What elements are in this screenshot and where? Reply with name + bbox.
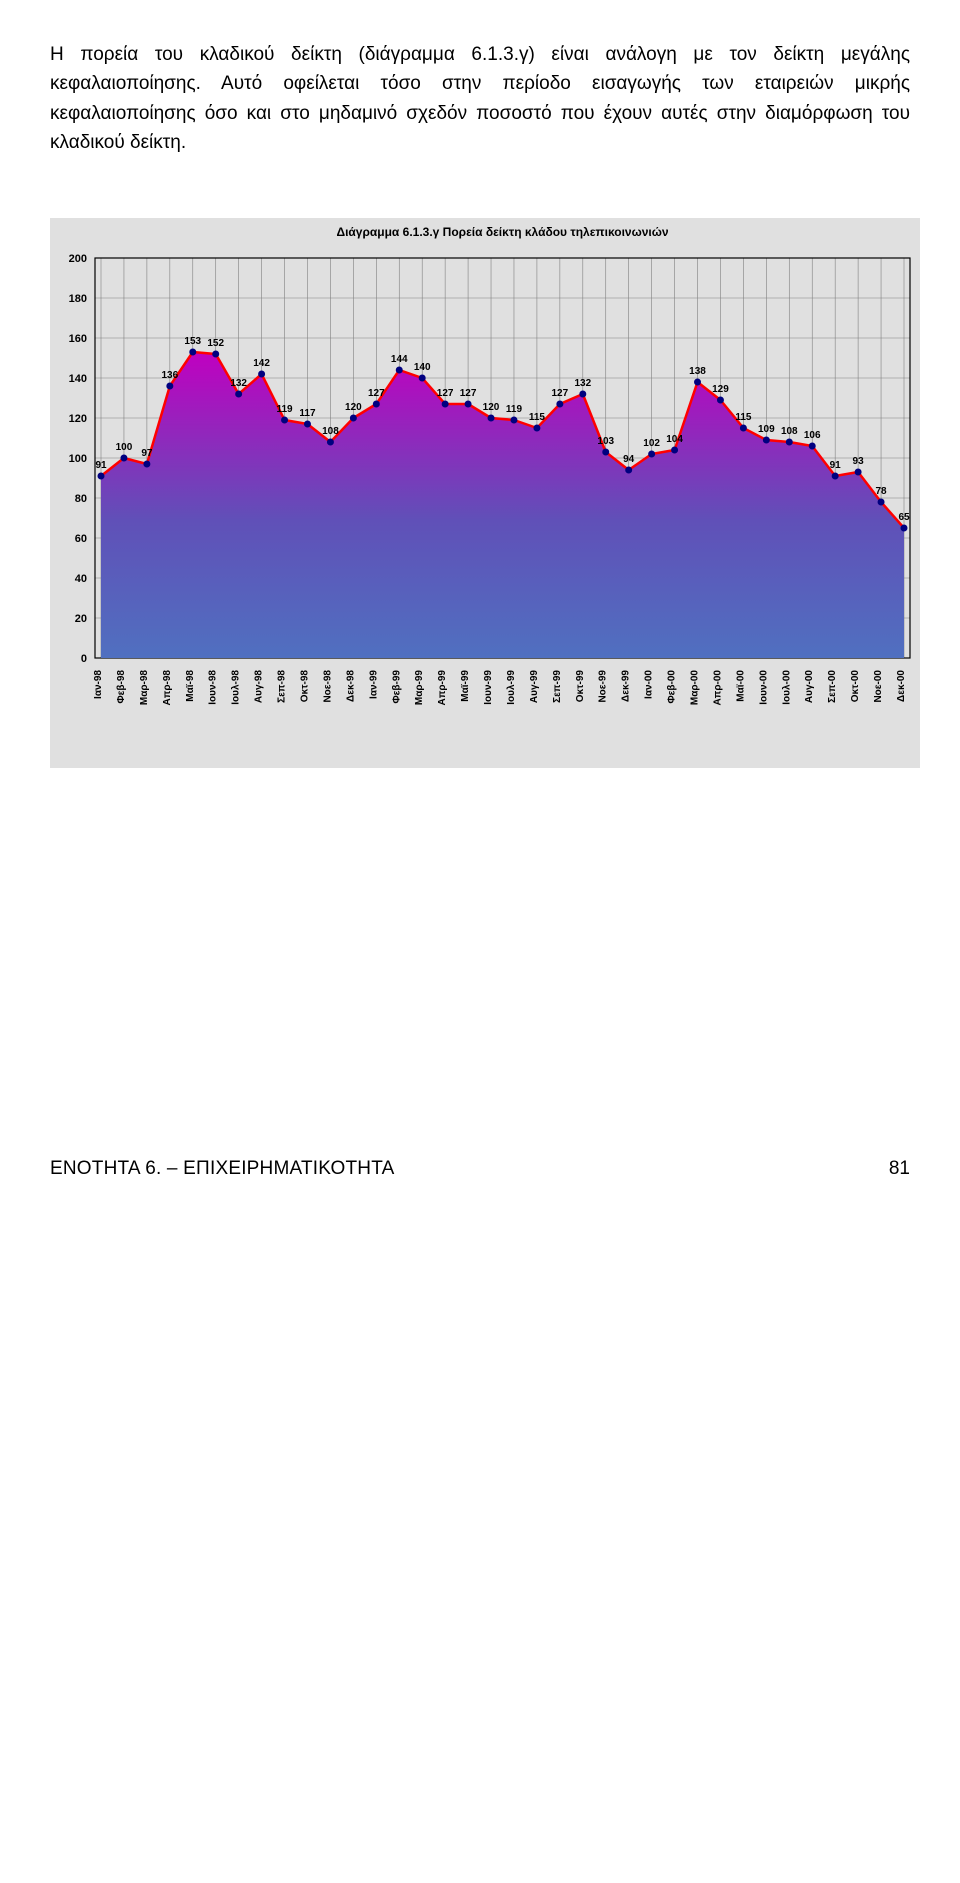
page-footer: ΕΝΟΤΗΤΑ 6. – ΕΠΙΧΕΙΡΗΜΑΤΙΚΟΤΗΤΑ 81	[50, 1148, 910, 1180]
svg-text:Νοε-00: Νοε-00	[873, 669, 884, 702]
svg-text:Μαϊ-98: Μαϊ-98	[185, 669, 196, 701]
svg-text:136: 136	[161, 370, 178, 381]
svg-text:103: 103	[597, 436, 614, 447]
svg-text:97: 97	[141, 448, 153, 459]
svg-text:Φεβ-98: Φεβ-98	[116, 669, 127, 703]
svg-text:104: 104	[666, 434, 683, 445]
svg-text:127: 127	[437, 388, 454, 399]
svg-text:78: 78	[875, 486, 887, 497]
svg-text:Ιουν-98: Ιουν-98	[208, 669, 219, 704]
intro-paragraph: Η πορεία του κλαδικού δείκτη (διάγραμμα …	[50, 40, 910, 158]
footer-section-title: ΕΝΟΤΗΤΑ 6. – ΕΠΙΧΕΙΡΗΜΑΤΙΚΟΤΗΤΑ	[50, 1158, 395, 1180]
svg-text:115: 115	[735, 412, 752, 423]
svg-text:200: 200	[69, 253, 87, 265]
svg-text:Δεκ-99: Δεκ-99	[621, 669, 632, 701]
svg-text:80: 80	[75, 493, 87, 505]
svg-text:Δεκ-98: Δεκ-98	[345, 669, 356, 701]
svg-text:115: 115	[529, 412, 546, 423]
svg-text:Αυγ-98: Αυγ-98	[254, 669, 265, 702]
svg-text:Οκτ-00: Οκτ-00	[850, 669, 861, 702]
svg-text:91: 91	[830, 460, 842, 471]
svg-text:Νοε-99: Νοε-99	[598, 669, 609, 702]
svg-text:152: 152	[207, 338, 224, 349]
svg-text:129: 129	[712, 384, 729, 395]
svg-text:120: 120	[69, 413, 87, 425]
svg-text:117: 117	[299, 408, 316, 419]
svg-text:Μαϊ-00: Μαϊ-00	[735, 669, 746, 701]
svg-text:119: 119	[276, 404, 293, 415]
svg-text:Διάγραμμα 6.1.3.γ Πορεία δείκτ: Διάγραμμα 6.1.3.γ Πορεία δείκτη κλάδου τ…	[336, 225, 668, 239]
svg-text:Δεκ-00: Δεκ-00	[896, 669, 907, 701]
telecom-index-chart: Διάγραμμα 6.1.3.γ Πορεία δείκτη κλάδου τ…	[50, 218, 910, 768]
svg-text:Νοε-98: Νοε-98	[322, 669, 333, 702]
svg-text:Σεπ-99: Σεπ-99	[552, 669, 563, 702]
svg-text:Ιαν-00: Ιαν-00	[644, 669, 655, 698]
svg-text:91: 91	[95, 460, 107, 471]
svg-text:Ιουν-00: Ιουν-00	[758, 669, 769, 704]
svg-text:153: 153	[184, 336, 201, 347]
svg-text:120: 120	[345, 402, 362, 413]
svg-text:Μαρ-99: Μαρ-99	[414, 669, 425, 705]
svg-text:Ιουν-99: Ιουν-99	[483, 669, 494, 704]
svg-text:102: 102	[643, 438, 660, 449]
svg-text:127: 127	[552, 388, 569, 399]
svg-text:65: 65	[898, 512, 910, 523]
svg-text:127: 127	[460, 388, 477, 399]
svg-text:138: 138	[689, 366, 706, 377]
svg-text:108: 108	[322, 426, 339, 437]
svg-text:0: 0	[81, 653, 87, 665]
svg-text:160: 160	[69, 333, 87, 345]
svg-text:100: 100	[116, 442, 133, 453]
svg-text:132: 132	[230, 378, 247, 389]
svg-text:Μαϊ-99: Μαϊ-99	[460, 669, 471, 701]
svg-text:Ιαν-98: Ιαν-98	[93, 669, 104, 698]
svg-text:Σεπ-98: Σεπ-98	[277, 669, 288, 702]
svg-text:106: 106	[804, 430, 821, 441]
svg-text:Οκτ-98: Οκτ-98	[299, 669, 310, 702]
svg-text:Ιουλ-98: Ιουλ-98	[231, 669, 242, 704]
svg-text:20: 20	[75, 613, 87, 625]
svg-text:Απρ-00: Απρ-00	[712, 669, 723, 705]
svg-text:Απρ-98: Απρ-98	[162, 669, 173, 705]
svg-text:140: 140	[414, 362, 431, 373]
svg-text:Αυγ-99: Αυγ-99	[529, 669, 540, 702]
svg-text:100: 100	[69, 453, 87, 465]
svg-text:93: 93	[853, 456, 865, 467]
svg-text:Αυγ-00: Αυγ-00	[804, 669, 815, 702]
svg-text:Οκτ-99: Οκτ-99	[575, 669, 586, 702]
svg-text:142: 142	[253, 358, 270, 369]
svg-text:94: 94	[623, 454, 635, 465]
svg-text:119: 119	[506, 404, 523, 415]
svg-text:60: 60	[75, 533, 87, 545]
svg-text:Ιαν-99: Ιαν-99	[368, 669, 379, 698]
svg-text:Ιουλ-99: Ιουλ-99	[506, 669, 517, 704]
svg-text:109: 109	[758, 424, 775, 435]
svg-text:127: 127	[368, 388, 385, 399]
footer-page-number: 81	[889, 1158, 910, 1180]
svg-text:Σεπ-00: Σεπ-00	[827, 669, 838, 702]
svg-text:140: 140	[69, 373, 87, 385]
svg-text:108: 108	[781, 426, 798, 437]
svg-text:180: 180	[69, 293, 87, 305]
svg-text:Απρ-99: Απρ-99	[437, 669, 448, 705]
svg-text:120: 120	[483, 402, 500, 413]
svg-text:Φεβ-99: Φεβ-99	[391, 669, 402, 703]
svg-text:Φεβ-00: Φεβ-00	[667, 669, 678, 703]
svg-text:Μαρ-00: Μαρ-00	[690, 669, 701, 705]
svg-text:Μαρ-98: Μαρ-98	[139, 669, 150, 705]
svg-text:132: 132	[574, 378, 591, 389]
svg-text:144: 144	[391, 354, 408, 365]
svg-text:40: 40	[75, 573, 87, 585]
svg-text:Ιουλ-00: Ιουλ-00	[781, 669, 792, 704]
